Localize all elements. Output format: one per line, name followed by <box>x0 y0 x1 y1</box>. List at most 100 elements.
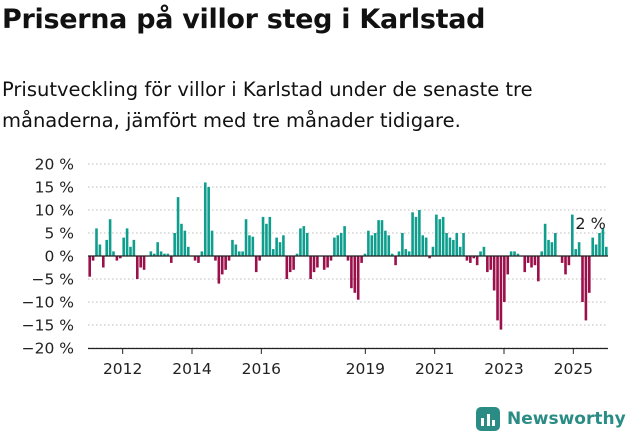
x-tick-label: 2014 <box>172 360 211 378</box>
bar-negative <box>530 256 533 268</box>
x-axis: 2012 2014 2016 2019 2021 2023 2025 <box>88 347 608 378</box>
bar-positive <box>373 233 377 256</box>
bar-positive <box>435 214 438 256</box>
bar-positive <box>452 239 455 256</box>
bar-positive <box>513 251 516 256</box>
bars <box>88 182 608 330</box>
bar-positive <box>462 233 465 256</box>
bar-positive <box>377 220 380 256</box>
bar-negative <box>581 256 584 302</box>
bar-positive <box>173 233 176 256</box>
bar-positive <box>241 251 244 256</box>
bar-positive <box>401 233 404 256</box>
bar-positive <box>601 228 605 256</box>
bar-positive <box>479 251 482 256</box>
bar-negative <box>220 256 224 275</box>
bar-negative <box>492 256 496 291</box>
bar-positive <box>180 223 183 256</box>
bar-negative <box>91 256 95 261</box>
bar-negative <box>285 256 289 279</box>
bar-negative <box>88 256 91 277</box>
bar-negative <box>346 256 350 261</box>
bar-positive <box>122 237 125 256</box>
bar-positive <box>295 253 299 256</box>
bar-positive <box>554 233 557 256</box>
bar-negative <box>560 256 564 263</box>
bar-positive <box>384 230 387 256</box>
bar-positive <box>414 216 418 256</box>
bar-positive <box>445 233 448 256</box>
bar-negative <box>353 256 357 293</box>
bar-negative <box>193 256 197 261</box>
bar-positive <box>577 242 581 256</box>
bar-positive <box>200 251 204 256</box>
bar-positive <box>95 228 98 256</box>
bar-positive <box>231 239 234 256</box>
last-value-label: 2 % <box>575 214 605 233</box>
bar-positive <box>574 249 578 256</box>
bar-positive <box>275 237 278 256</box>
y-tick-label: −20 % <box>22 340 74 358</box>
bar-negative <box>217 256 221 284</box>
bar-negative <box>254 256 258 273</box>
bar-negative <box>101 256 105 268</box>
bar-negative <box>564 256 567 275</box>
bar-negative <box>469 256 472 263</box>
bar-positive <box>268 216 272 256</box>
bar-positive <box>540 251 544 256</box>
bar-negative <box>496 256 499 321</box>
bar-negative <box>523 256 527 273</box>
y-tick-label: −15 % <box>22 317 74 335</box>
bar-negative <box>316 256 319 268</box>
bar-negative <box>142 256 146 270</box>
y-tick-label: 15 % <box>35 179 74 197</box>
y-axis-labels: 20 % 15 % 10 % 5 % 0 % −5 % −10 % −15 % −20 % <box>22 156 74 358</box>
bar-negative <box>356 256 360 300</box>
bar-positive <box>156 242 159 256</box>
bar-negative <box>197 256 200 263</box>
bar-positive <box>509 251 513 256</box>
bar-negative <box>489 256 493 270</box>
bar-negative <box>214 256 217 261</box>
bar-positive <box>108 219 112 256</box>
bar-positive <box>380 220 384 256</box>
bar-positive <box>278 242 282 256</box>
bar-negative <box>258 256 261 261</box>
bar-positive <box>431 246 435 256</box>
bar-positive <box>421 235 425 256</box>
bar-positive <box>458 246 462 256</box>
bar-positive <box>234 244 238 256</box>
y-tick-label: 20 % <box>35 156 74 174</box>
chart-subtitle: Prisutveckling för villor i Karlstad und… <box>2 78 533 132</box>
bar-positive <box>176 197 180 256</box>
bar-negative <box>394 256 397 266</box>
bar-negative <box>322 256 326 270</box>
bar-positive <box>302 226 306 256</box>
x-tick-label: 2025 <box>554 360 593 378</box>
bar-positive <box>186 246 190 256</box>
bar-negative <box>360 256 363 263</box>
bar-positive <box>424 237 428 256</box>
bar-positive <box>203 182 207 256</box>
bar-positive <box>159 251 163 256</box>
bar-negative <box>309 256 312 279</box>
bar-positive <box>605 246 608 256</box>
bar-negative <box>350 256 353 289</box>
bar-positive <box>441 216 445 256</box>
bar-positive <box>163 253 166 256</box>
bar-negative <box>475 256 479 266</box>
chart-title: Priserna på villor steg i Karlstad <box>2 4 486 35</box>
bar-negative <box>224 256 227 270</box>
bar-positive <box>418 210 421 256</box>
bar-negative <box>503 256 506 302</box>
bar-positive <box>455 233 459 256</box>
bar-positive <box>390 253 394 256</box>
newsworthy-logo: Newsworthy <box>476 407 626 431</box>
bar-positive <box>594 244 598 256</box>
bar-negative <box>537 256 540 282</box>
bar-positive <box>299 228 302 256</box>
bar-positive <box>237 251 241 256</box>
bar-negative <box>135 256 139 279</box>
bar-positive <box>336 235 340 256</box>
bar-positive <box>149 251 153 256</box>
